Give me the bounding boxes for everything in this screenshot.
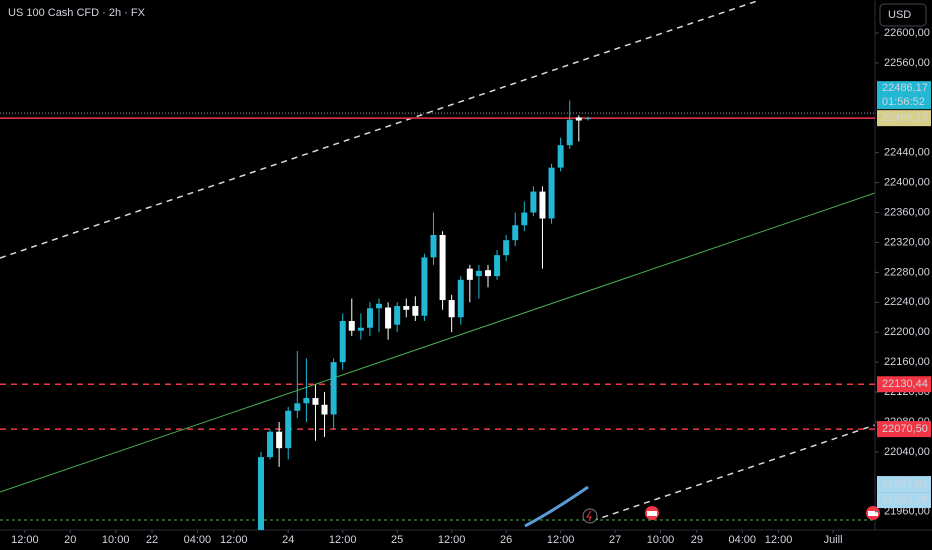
candle-body [348,320,355,331]
x-tick-label: 12:00 [329,534,357,546]
last-price-label: 22486,17 [882,82,928,94]
y-tick-label: 22040,00 [884,446,930,458]
y-tick-label: 22160,00 [884,356,930,368]
indicator-curve [524,485,589,528]
lightning-icon [586,510,592,522]
plot-area [0,100,875,530]
level-box [877,421,931,438]
y-tick-label: 22200,00 [884,326,930,338]
x-tick-label: 26 [500,534,512,546]
candle-body [394,306,401,325]
candle-body [557,145,564,168]
candle-body [575,117,582,121]
countdown-label: 01:56:52 [882,96,925,108]
x-tick-label: 04:00 [728,534,756,546]
candle-body [330,362,337,415]
candle-body [584,118,591,120]
candle-body [376,303,383,309]
price-label-box [877,492,931,509]
candle-body [466,268,473,280]
price-label: 21997,01 [882,478,928,490]
candle-body [566,119,573,146]
y-tick-label: 22320,00 [884,236,930,248]
price-label: 21993,79 [882,494,928,506]
x-tick-label: 24 [282,534,294,546]
currency-label[interactable]: USD [888,9,911,21]
candle-body [503,240,510,256]
flag-icon [868,511,878,516]
candle-body [267,431,274,458]
y-tick-label: 22600,00 [884,27,930,39]
level-label: 22486,17 [882,112,928,124]
candle-body [303,398,310,404]
candle-body [439,234,446,301]
level-box [877,110,931,127]
candle-body [276,431,283,449]
candle-body [366,308,373,328]
y-tick-label: 22560,00 [884,57,930,69]
candle-body [385,307,392,329]
candle-body [357,327,364,331]
chart-title: US 100 Cash CFD · 2h · FX [8,7,146,19]
candle-body [321,404,328,415]
candle-body [403,306,410,310]
drawings [0,0,875,528]
event-icons [582,506,880,524]
candle-body [285,410,292,449]
last-price-box [877,81,931,110]
candle-body [421,257,428,316]
candle-body [512,225,519,241]
candle-body [457,279,464,318]
x-tick-label: 29 [691,534,703,546]
y-tick-label: 22440,00 [884,147,930,159]
level-box [877,376,931,393]
candle-body [339,320,346,363]
y-tick-label: 22240,00 [884,296,930,308]
x-tick-label: 12:00 [11,534,39,546]
candle-body [257,457,264,530]
y-tick-label: 22400,00 [884,177,930,189]
candle-body [548,167,555,219]
candle-body [294,403,301,411]
trend-line [0,192,875,493]
level-label: 22130,44 [882,378,928,390]
candle-body [430,234,437,258]
y-tick-label: 22280,00 [884,266,930,278]
price-label-box [877,476,931,493]
x-tick-label: 04:00 [184,534,212,546]
currency-button[interactable] [879,3,927,27]
candle-body [448,300,455,318]
x-tick-label: 25 [391,534,403,546]
y-tick-label: 22360,00 [884,206,930,218]
x-tick-label: 20 [64,534,76,546]
x-tick-label: 27 [609,534,621,546]
x-tick-label: 12:00 [547,534,575,546]
candle-body [530,191,537,213]
x-tick-label: 10:00 [647,534,675,546]
candle-body [494,255,501,277]
candle-body [539,191,546,219]
candle-body [312,398,319,405]
upper-channel-line [0,0,761,259]
x-tick-label: 10:00 [102,534,130,546]
candle-body [521,212,528,226]
y-tick-label: 21960,00 [884,506,930,518]
x-tick-label: 22 [146,534,158,546]
candle-body [484,270,491,277]
lower-channel-line [591,424,875,522]
x-tick-label: 12:00 [438,534,466,546]
x-tick-label: Juill [824,534,843,546]
x-tick-label: 12:00 [220,534,248,546]
level-label: 22070,50 [882,423,928,435]
candle-body [475,270,482,277]
event-icon[interactable] [582,508,598,524]
x-tick-label: 12:00 [765,534,793,546]
flag-icon [647,511,657,516]
candle-body [412,306,419,316]
